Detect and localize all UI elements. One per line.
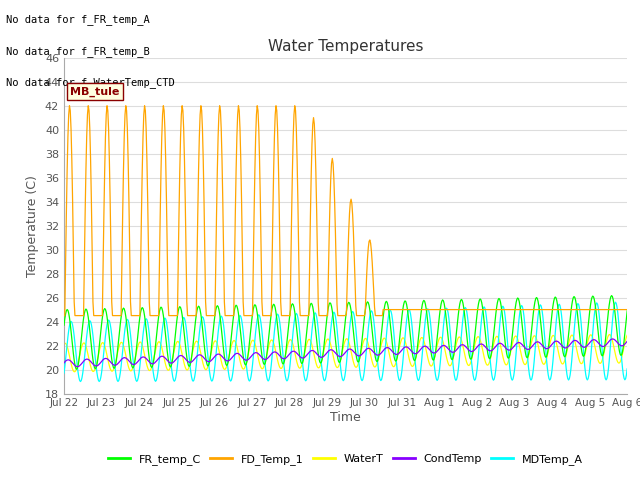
- Text: No data for f_WaterTemp_CTD: No data for f_WaterTemp_CTD: [6, 77, 175, 88]
- X-axis label: Time: Time: [330, 411, 361, 424]
- Title: Water Temperatures: Water Temperatures: [268, 39, 423, 54]
- Text: No data for f_FR_temp_B: No data for f_FR_temp_B: [6, 46, 150, 57]
- Text: MB_tule: MB_tule: [70, 86, 120, 96]
- Y-axis label: Temperature (C): Temperature (C): [26, 175, 39, 276]
- Text: No data for f_FR_temp_A: No data for f_FR_temp_A: [6, 14, 150, 25]
- Legend: FR_temp_C, FD_Temp_1, WaterT, CondTemp, MDTemp_A: FR_temp_C, FD_Temp_1, WaterT, CondTemp, …: [104, 450, 588, 469]
